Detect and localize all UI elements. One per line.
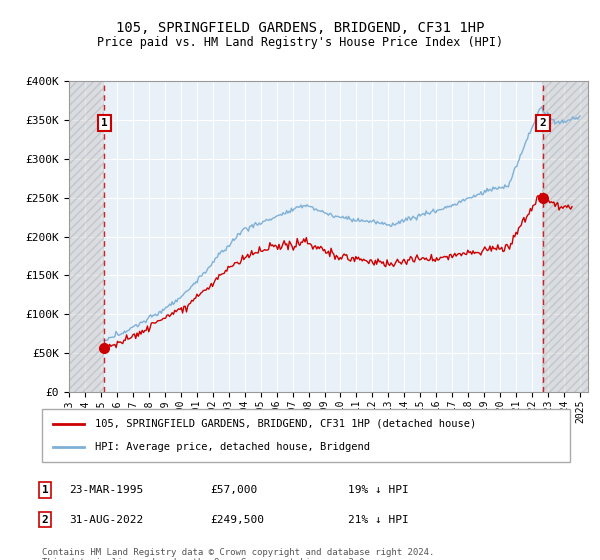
Text: £57,000: £57,000 <box>210 485 257 495</box>
FancyBboxPatch shape <box>42 409 570 462</box>
Text: 2: 2 <box>41 515 49 525</box>
Text: 1: 1 <box>41 485 49 495</box>
Text: 31-AUG-2022: 31-AUG-2022 <box>69 515 143 525</box>
Text: 105, SPRINGFIELD GARDENS, BRIDGEND, CF31 1HP (detached house): 105, SPRINGFIELD GARDENS, BRIDGEND, CF31… <box>95 419 476 429</box>
Text: Contains HM Land Registry data © Crown copyright and database right 2024.
This d: Contains HM Land Registry data © Crown c… <box>42 548 434 560</box>
Text: 1: 1 <box>101 118 108 128</box>
Text: 23-MAR-1995: 23-MAR-1995 <box>69 485 143 495</box>
Text: £249,500: £249,500 <box>210 515 264 525</box>
Text: HPI: Average price, detached house, Bridgend: HPI: Average price, detached house, Brid… <box>95 442 370 452</box>
Bar <box>69 81 104 392</box>
Text: 105, SPRINGFIELD GARDENS, BRIDGEND, CF31 1HP: 105, SPRINGFIELD GARDENS, BRIDGEND, CF31… <box>116 21 484 35</box>
Text: 2: 2 <box>539 118 546 128</box>
Text: 19% ↓ HPI: 19% ↓ HPI <box>348 485 409 495</box>
Bar <box>542 81 588 392</box>
Text: Price paid vs. HM Land Registry's House Price Index (HPI): Price paid vs. HM Land Registry's House … <box>97 36 503 49</box>
Text: 21% ↓ HPI: 21% ↓ HPI <box>348 515 409 525</box>
